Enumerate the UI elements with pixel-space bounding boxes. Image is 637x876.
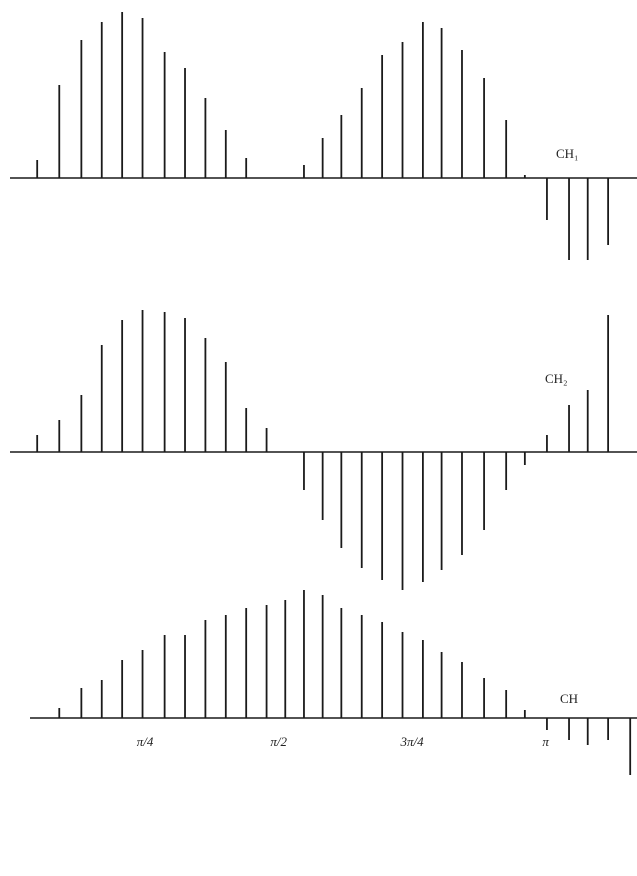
x-tick-label: π <box>542 734 549 749</box>
x-tick-label: π/4 <box>137 734 154 749</box>
x-tick-label: 3π/4 <box>399 734 424 749</box>
x-tick-label: π/2 <box>270 734 287 749</box>
channel-label: CH <box>560 691 578 706</box>
channel-label: CH₁ <box>556 146 579 161</box>
channel-label: CH₂ <box>545 371 568 386</box>
